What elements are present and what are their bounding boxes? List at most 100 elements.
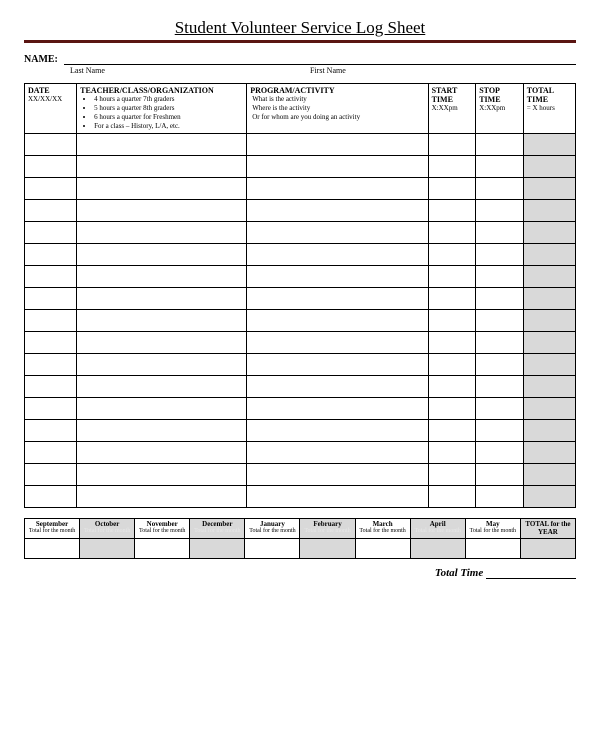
log-cell[interactable] (476, 178, 524, 200)
log-cell[interactable] (247, 200, 428, 222)
log-cell[interactable] (428, 288, 476, 310)
log-cell[interactable] (523, 134, 575, 156)
log-row[interactable] (25, 376, 576, 398)
log-cell[interactable] (77, 486, 247, 508)
log-cell[interactable] (476, 354, 524, 376)
log-cell[interactable] (523, 288, 575, 310)
log-cell[interactable] (476, 486, 524, 508)
log-cell[interactable] (476, 310, 524, 332)
log-cell[interactable] (428, 376, 476, 398)
log-cell[interactable] (25, 486, 77, 508)
log-row[interactable] (25, 332, 576, 354)
log-cell[interactable] (476, 442, 524, 464)
name-input-line[interactable] (64, 53, 576, 65)
log-cell[interactable] (77, 178, 247, 200)
log-row[interactable] (25, 134, 576, 156)
log-cell[interactable] (523, 222, 575, 244)
log-cell[interactable] (523, 310, 575, 332)
log-row[interactable] (25, 464, 576, 486)
log-row[interactable] (25, 244, 576, 266)
log-cell[interactable] (476, 464, 524, 486)
log-cell[interactable] (25, 376, 77, 398)
log-cell[interactable] (77, 376, 247, 398)
total-time-line[interactable] (486, 578, 576, 579)
log-cell[interactable] (523, 178, 575, 200)
log-cell[interactable] (77, 310, 247, 332)
log-cell[interactable] (428, 420, 476, 442)
log-cell[interactable] (77, 288, 247, 310)
log-cell[interactable] (523, 464, 575, 486)
log-cell[interactable] (476, 420, 524, 442)
log-row[interactable] (25, 354, 576, 376)
month-cell[interactable] (355, 539, 410, 559)
log-cell[interactable] (428, 332, 476, 354)
log-cell[interactable] (25, 222, 77, 244)
log-cell[interactable] (25, 398, 77, 420)
log-cell[interactable] (247, 332, 428, 354)
log-cell[interactable] (428, 486, 476, 508)
year-total-cell[interactable] (520, 539, 575, 559)
log-cell[interactable] (247, 288, 428, 310)
log-cell[interactable] (247, 222, 428, 244)
log-cell[interactable] (247, 442, 428, 464)
log-row[interactable] (25, 398, 576, 420)
month-cell[interactable] (80, 539, 135, 559)
log-cell[interactable] (77, 442, 247, 464)
log-cell[interactable] (523, 420, 575, 442)
month-cell[interactable] (135, 539, 190, 559)
log-cell[interactable] (476, 134, 524, 156)
log-cell[interactable] (476, 156, 524, 178)
log-row[interactable] (25, 486, 576, 508)
log-cell[interactable] (523, 200, 575, 222)
log-cell[interactable] (77, 464, 247, 486)
log-cell[interactable] (428, 156, 476, 178)
log-cell[interactable] (476, 266, 524, 288)
log-cell[interactable] (77, 332, 247, 354)
log-row[interactable] (25, 442, 576, 464)
log-row[interactable] (25, 156, 576, 178)
log-cell[interactable] (476, 376, 524, 398)
log-cell[interactable] (25, 244, 77, 266)
log-cell[interactable] (247, 486, 428, 508)
log-cell[interactable] (523, 156, 575, 178)
log-cell[interactable] (428, 134, 476, 156)
month-cell[interactable] (465, 539, 520, 559)
log-cell[interactable] (523, 266, 575, 288)
log-cell[interactable] (428, 266, 476, 288)
log-cell[interactable] (476, 222, 524, 244)
log-cell[interactable] (77, 354, 247, 376)
log-cell[interactable] (25, 200, 77, 222)
log-cell[interactable] (77, 222, 247, 244)
log-cell[interactable] (247, 178, 428, 200)
log-cell[interactable] (476, 332, 524, 354)
log-cell[interactable] (77, 266, 247, 288)
log-row[interactable] (25, 420, 576, 442)
month-cell[interactable] (300, 539, 355, 559)
month-cell[interactable] (25, 539, 80, 559)
log-cell[interactable] (25, 464, 77, 486)
log-cell[interactable] (428, 200, 476, 222)
log-cell[interactable] (247, 354, 428, 376)
month-cell[interactable] (245, 539, 300, 559)
log-cell[interactable] (523, 354, 575, 376)
log-cell[interactable] (523, 486, 575, 508)
log-cell[interactable] (247, 464, 428, 486)
log-cell[interactable] (247, 376, 428, 398)
log-cell[interactable] (476, 244, 524, 266)
log-cell[interactable] (476, 398, 524, 420)
log-cell[interactable] (77, 398, 247, 420)
log-cell[interactable] (25, 156, 77, 178)
log-cell[interactable] (25, 310, 77, 332)
log-cell[interactable] (523, 398, 575, 420)
log-cell[interactable] (25, 332, 77, 354)
log-cell[interactable] (523, 442, 575, 464)
log-cell[interactable] (428, 398, 476, 420)
log-cell[interactable] (25, 178, 77, 200)
log-cell[interactable] (428, 442, 476, 464)
log-cell[interactable] (428, 178, 476, 200)
log-cell[interactable] (428, 464, 476, 486)
log-cell[interactable] (523, 244, 575, 266)
log-cell[interactable] (476, 200, 524, 222)
log-cell[interactable] (77, 156, 247, 178)
log-cell[interactable] (428, 244, 476, 266)
